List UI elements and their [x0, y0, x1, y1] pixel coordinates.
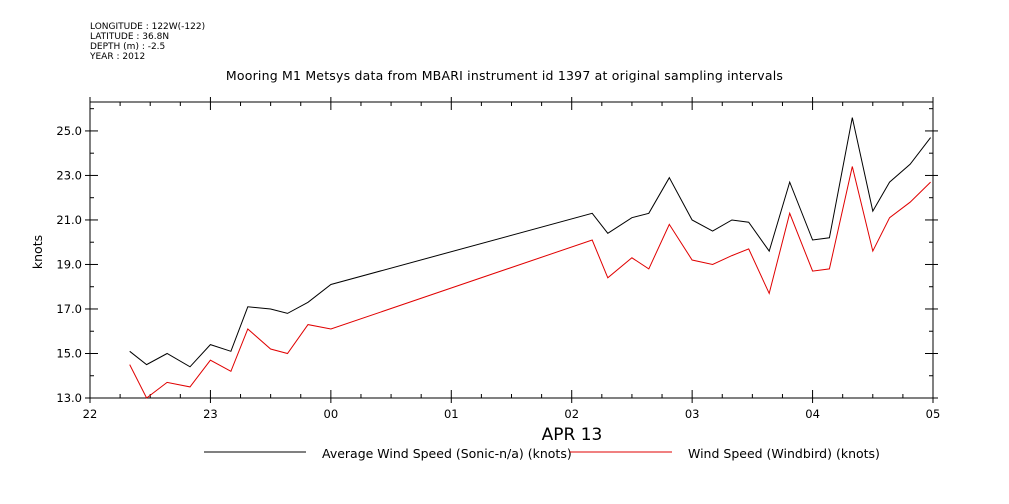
- y-tick-label: 21.0: [56, 213, 82, 227]
- latitude-text: LATITUDE : 36.8N: [90, 32, 170, 42]
- x-axis-label: APR 13: [542, 425, 603, 445]
- legend-label-average-wind-speed: Average Wind Speed (Sonic-n/a) (knots): [322, 446, 572, 461]
- plot-border: [89, 101, 934, 399]
- y-tick-label: 25.0: [56, 124, 82, 138]
- x-tick-label: 00: [324, 407, 339, 421]
- y-tick-label: 17.0: [56, 302, 82, 316]
- year-text: YEAR : 2012: [90, 52, 146, 62]
- y-axis-label: knots: [30, 235, 45, 269]
- series-line-windbird-speed: [129, 166, 931, 399]
- metadata-block: LONGITUDE : 122W(-122) LATITUDE : 36.8N …: [90, 22, 205, 62]
- x-tick-label: 02: [564, 407, 579, 421]
- chart-title: Mooring M1 Metsys data from MBARI instru…: [225, 68, 784, 83]
- series-line-average-wind-speed: [129, 117, 931, 368]
- depth-text: DEPTH (m) : -2.5: [90, 42, 166, 52]
- legend: Average Wind Speed (Sonic-n/a) (knots) W…: [204, 446, 880, 461]
- x-tick-label: 03: [685, 407, 700, 421]
- x-tick-label: 05: [926, 407, 941, 421]
- plot-frame: [89, 101, 934, 399]
- x-tick-label: 22: [83, 407, 98, 421]
- axis-ticks: 22 23 00 01 02 03 04 05 13.0 15.0 17.0 19.0 21.0 23.0…: [56, 97, 940, 421]
- x-tick-label: 04: [805, 407, 820, 421]
- x-tick-label: 23: [203, 407, 218, 421]
- y-tick-label: 15.0: [56, 346, 82, 360]
- legend-label-windbird-speed: Wind Speed (Windbird) (knots): [688, 446, 880, 461]
- y-tick-label: 19.0: [56, 257, 82, 271]
- series-lines: [129, 117, 931, 399]
- longitude-text: LONGITUDE : 122W(-122): [90, 22, 206, 32]
- y-tick-label: 13.0: [56, 391, 82, 405]
- x-tick-label: 01: [444, 407, 459, 421]
- y-tick-label: 23.0: [56, 168, 82, 182]
